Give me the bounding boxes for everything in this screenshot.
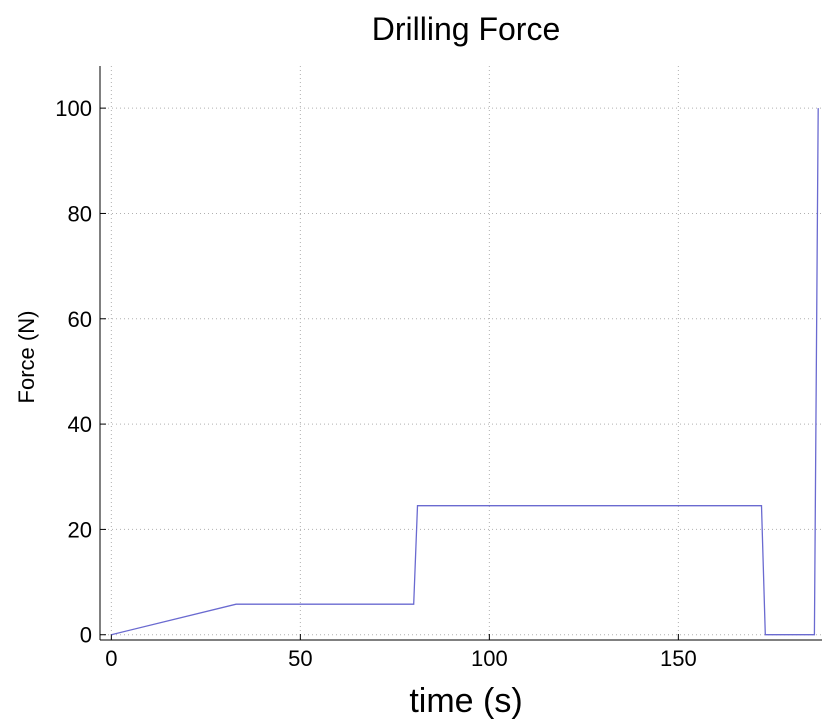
y-axis-label: Force (N) xyxy=(14,311,39,404)
y-tick-label: 60 xyxy=(68,307,92,332)
x-axis-label: time (s) xyxy=(409,682,522,720)
tick-labels: 0 50 100 150 0 20 40 60 80 100 xyxy=(55,96,696,671)
x-tick-label: 150 xyxy=(660,646,697,671)
y-tick-label: 0 xyxy=(80,623,92,648)
x-tick-label: 100 xyxy=(471,646,508,671)
x-tick-label: 0 xyxy=(105,646,117,671)
grid xyxy=(100,66,822,640)
chart-title: Drilling Force xyxy=(372,11,560,47)
axes xyxy=(99,66,822,641)
y-tick-label: 80 xyxy=(68,201,92,226)
y-tick-label: 40 xyxy=(68,412,92,437)
series-layer xyxy=(111,108,819,636)
y-tick-label: 100 xyxy=(55,96,92,121)
x-tick-label: 50 xyxy=(288,646,312,671)
y-tick-label: 20 xyxy=(68,517,92,542)
series-line xyxy=(111,108,819,636)
